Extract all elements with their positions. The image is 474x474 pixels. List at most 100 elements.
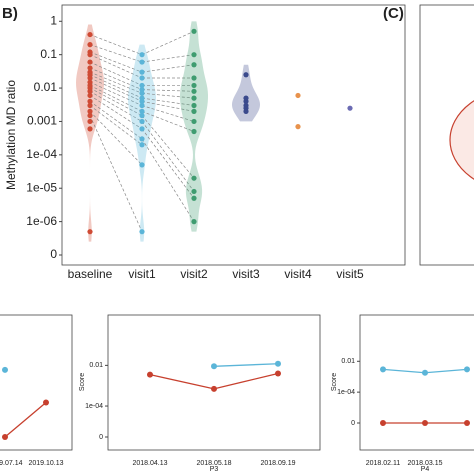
- point: [191, 118, 197, 125]
- point: [139, 136, 145, 142]
- point: [139, 118, 145, 125]
- y-tick-label: 1: [50, 13, 57, 27]
- pair-line: [89, 44, 143, 63]
- point: [87, 31, 93, 38]
- pair-line: [89, 74, 143, 99]
- point: [87, 108, 93, 114]
- y-tick-label: 0: [99, 434, 103, 441]
- y-tick-label: 0.01: [341, 358, 355, 365]
- pair-line: [89, 115, 143, 232]
- point: [43, 399, 49, 406]
- point: [191, 82, 197, 89]
- y-axis-label: Methylation MD ratio: [4, 80, 18, 190]
- pair-line: [89, 67, 143, 90]
- point: [191, 108, 197, 114]
- point: [139, 82, 145, 89]
- pair-line: [89, 71, 143, 94]
- point: [87, 126, 93, 132]
- pair-line: [141, 128, 195, 199]
- point: [295, 124, 301, 130]
- x-tick-label: visit5: [336, 267, 364, 281]
- panel-b-frame: [61, 4, 406, 266]
- point: [139, 162, 145, 168]
- pair-line: [89, 105, 143, 146]
- panel-label: (C): [383, 5, 404, 22]
- pair-line: [141, 54, 195, 63]
- y-tick-label: 0.001: [27, 114, 57, 128]
- point: [147, 371, 153, 378]
- circle-shape: [449, 100, 474, 180]
- x-tick-label: visit2: [180, 267, 208, 281]
- point: [139, 90, 145, 96]
- pair-line: [141, 121, 195, 192]
- pair-line: [89, 61, 143, 86]
- pair-line: [89, 54, 143, 79]
- point: [191, 195, 197, 201]
- x-tick-label: visit4: [284, 267, 312, 281]
- y-tick-label: 0: [351, 420, 355, 427]
- point: [2, 434, 8, 440]
- point: [191, 95, 197, 101]
- x-tick-label: 2018.09.19: [260, 460, 295, 467]
- point: [191, 52, 197, 58]
- point: [295, 92, 301, 99]
- point: [139, 98, 145, 104]
- point: [380, 366, 386, 373]
- pair-line: [89, 77, 143, 102]
- point: [139, 102, 145, 109]
- point: [243, 98, 249, 104]
- pair-line: [89, 101, 143, 140]
- point: [211, 385, 217, 392]
- point: [139, 126, 145, 132]
- point: [139, 69, 145, 75]
- pair-line: [89, 51, 143, 73]
- pair-line: [89, 81, 143, 106]
- y-tick-label: 1e-04: [26, 147, 57, 161]
- point: [275, 370, 281, 377]
- point: [87, 75, 93, 81]
- point: [87, 102, 93, 109]
- x-tick-label: 2018.05.18: [196, 460, 231, 467]
- violin: [180, 21, 208, 232]
- point: [87, 229, 93, 235]
- y-tick-label: 0.01: [34, 80, 58, 94]
- x-tick-label: 2018.03.15: [407, 460, 442, 467]
- pair-line: [141, 111, 195, 132]
- x-tick-label: visit1: [128, 267, 156, 281]
- series-line: [4, 401, 47, 438]
- y-tick-label: 0: [50, 247, 57, 261]
- point: [139, 229, 145, 235]
- point: [139, 59, 145, 65]
- point: [191, 188, 197, 195]
- point: [2, 366, 8, 373]
- point: [464, 420, 470, 426]
- violin: [232, 64, 260, 122]
- pair-line: [141, 115, 195, 179]
- pair-line: [141, 31, 195, 55]
- panel-frame: [107, 314, 321, 451]
- point: [139, 86, 145, 93]
- point: [464, 366, 470, 373]
- pair-line: [141, 89, 195, 92]
- point: [191, 102, 197, 109]
- y-tick-label: 1e-04: [337, 389, 355, 396]
- pair-line: [141, 97, 195, 106]
- x-tick-label: baseline: [68, 267, 113, 281]
- point: [211, 363, 217, 370]
- pair-line: [141, 105, 195, 122]
- point: [191, 219, 197, 225]
- panel-frame: [0, 314, 73, 451]
- point: [139, 108, 145, 114]
- point: [243, 108, 249, 114]
- x-tick-label: 2018.04.13: [132, 460, 167, 467]
- point: [139, 75, 145, 81]
- series-line: [213, 363, 279, 367]
- pair-line: [141, 64, 195, 73]
- point: [87, 59, 93, 65]
- point: [191, 28, 197, 34]
- panel-title: P3: [210, 466, 219, 473]
- pair-line: [89, 111, 143, 166]
- x-tick-label: 2018.02.11: [366, 460, 401, 467]
- point: [87, 112, 93, 119]
